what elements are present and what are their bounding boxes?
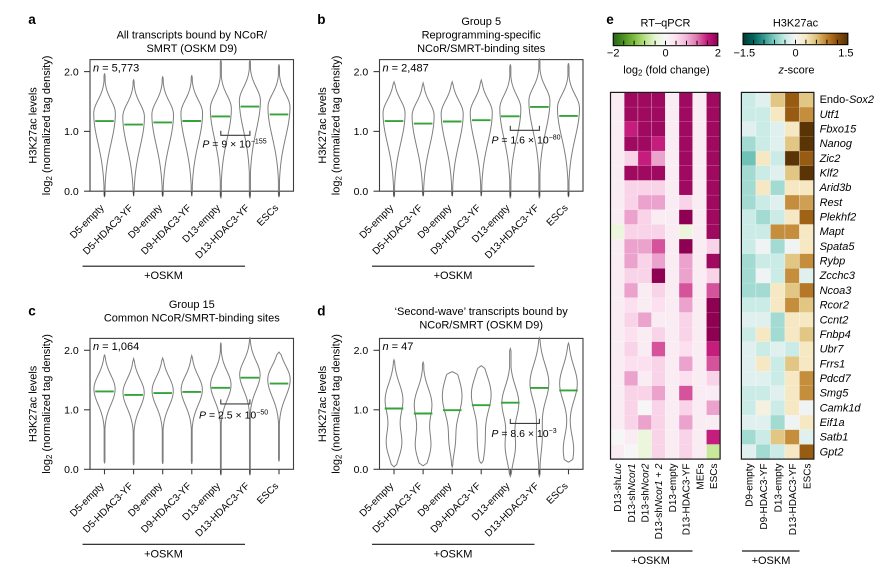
svg-text:Frrs1: Frrs1	[820, 358, 846, 370]
svg-text:c: c	[28, 303, 36, 318]
svg-text:D13-shNcor1: D13-shNcor1	[627, 464, 638, 523]
svg-text:Group 15: Group 15	[169, 299, 215, 311]
svg-text:D13-HDAC3-YF: D13-HDAC3-YF	[682, 464, 693, 536]
svg-text:b: b	[317, 12, 325, 27]
svg-text:H3K27ac levels: H3K27ac levels	[28, 87, 40, 164]
svg-text:H3K27ac levels: H3K27ac levels	[28, 365, 40, 442]
svg-text:n = 47: n = 47	[383, 341, 414, 353]
svg-text:0: 0	[792, 47, 798, 59]
svg-text:Camk1d: Camk1d	[820, 402, 862, 414]
svg-text:Plekhf2: Plekhf2	[820, 212, 857, 224]
svg-text:a: a	[28, 12, 36, 27]
svg-text:Group 5: Group 5	[461, 16, 501, 28]
svg-text:D9-HDAC3-YF: D9-HDAC3-YF	[759, 464, 770, 530]
svg-text:Gpt2: Gpt2	[820, 446, 844, 458]
svg-text:D13-HDAC3-YF: D13-HDAC3-YF	[788, 464, 799, 536]
svg-text:+OSKM: +OSKM	[752, 555, 791, 567]
svg-text:Satb1: Satb1	[820, 432, 849, 444]
svg-text:0.0: 0.0	[64, 464, 79, 476]
svg-text:NCoR/SMRT-binding sites: NCoR/SMRT-binding sites	[417, 43, 546, 55]
svg-text:Spata5: Spata5	[820, 241, 856, 253]
svg-text:Arid3b: Arid3b	[819, 182, 852, 194]
svg-text:n = 5,773: n = 5,773	[93, 62, 139, 74]
svg-text:2.0: 2.0	[354, 345, 369, 357]
svg-text:+OSKM: +OSKM	[144, 548, 183, 560]
svg-text:All transcripts bound by NCoR/: All transcripts bound by NCoR/	[117, 29, 268, 41]
svg-text:H3K27ac levels: H3K27ac levels	[317, 365, 329, 442]
svg-text:2: 2	[715, 47, 721, 59]
svg-text:log2 (normalized tag density): log2 (normalized tag density)	[331, 334, 344, 474]
svg-text:P = 8.6 × 10−3: P = 8.6 × 10−3	[491, 428, 556, 440]
svg-text:1.0: 1.0	[354, 126, 369, 138]
svg-text:+OSKM: +OSKM	[631, 555, 670, 567]
svg-text:P = 9 × 10−155: P = 9 × 10−155	[202, 139, 266, 151]
svg-text:Common NCoR/SMRT-binding sites: Common NCoR/SMRT-binding sites	[104, 313, 280, 325]
svg-text:Nanog: Nanog	[820, 138, 853, 150]
svg-text:log2 (normalized tag density): log2 (normalized tag density)	[41, 334, 54, 474]
svg-text:0.0: 0.0	[64, 186, 79, 198]
svg-text:1.0: 1.0	[64, 405, 79, 417]
svg-text:1.0: 1.0	[64, 126, 79, 138]
svg-text:ESCs: ESCs	[802, 464, 813, 490]
svg-text:Zic2: Zic2	[819, 153, 841, 165]
svg-text:Ncoa3: Ncoa3	[820, 285, 853, 297]
svg-text:+OSKM: +OSKM	[434, 270, 473, 282]
svg-text:0.0: 0.0	[354, 464, 369, 476]
svg-text:MEFs: MEFs	[695, 464, 706, 490]
svg-text:‘Second-wave’ transcripts boun: ‘Second-wave’ transcripts bound by	[395, 306, 569, 318]
svg-text:Fnbp4: Fnbp4	[820, 329, 851, 341]
svg-text:1.0: 1.0	[354, 405, 369, 417]
svg-text:Rybp: Rybp	[820, 256, 846, 268]
svg-text:2.0: 2.0	[64, 345, 79, 357]
svg-text:Eif1a: Eif1a	[820, 417, 845, 429]
svg-text:ESCs: ESCs	[709, 464, 720, 490]
svg-text:log2 (normalized tag density): log2 (normalized tag density)	[331, 56, 344, 196]
svg-text:2.0: 2.0	[64, 66, 79, 78]
svg-text:Reprogramming-specific: Reprogramming-specific	[422, 29, 542, 41]
svg-text:log2 (normalized tag density): log2 (normalized tag density)	[41, 56, 54, 196]
svg-text:−2: −2	[607, 47, 620, 59]
svg-text:0: 0	[662, 47, 668, 59]
svg-text:H3K27ac: H3K27ac	[773, 17, 819, 29]
svg-text:D13-shLuc: D13-shLuc	[613, 464, 624, 512]
svg-text:Ubr7: Ubr7	[820, 344, 845, 356]
svg-text:+OSKM: +OSKM	[144, 270, 183, 282]
svg-text:D9-empty: D9-empty	[744, 464, 755, 507]
svg-text:D13-empty: D13-empty	[773, 464, 784, 513]
svg-text:NCoR/SMRT (OSKM D9): NCoR/SMRT (OSKM D9)	[419, 319, 543, 331]
svg-text:z-score: z-score	[777, 64, 814, 76]
svg-text:SMRT (OSKM D9): SMRT (OSKM D9)	[146, 43, 237, 55]
svg-text:−1.5: −1.5	[733, 47, 755, 59]
svg-text:n = 1,064: n = 1,064	[93, 341, 139, 353]
svg-text:Rest: Rest	[820, 197, 844, 209]
svg-text:P = 2.5 × 10−50: P = 2.5 × 10−50	[199, 409, 268, 421]
svg-text:0.0: 0.0	[354, 186, 369, 198]
svg-text:Utf1: Utf1	[820, 109, 840, 121]
svg-text:Klf2: Klf2	[820, 168, 839, 180]
svg-text:D13-empty: D13-empty	[668, 464, 679, 513]
svg-text:Rcor2: Rcor2	[820, 300, 849, 312]
svg-text:RT–qPCR: RT–qPCR	[641, 17, 691, 29]
svg-text:Ccnt2: Ccnt2	[820, 314, 849, 326]
svg-text:H3K27ac levels: H3K27ac levels	[317, 87, 329, 164]
svg-text:Pdcd7: Pdcd7	[820, 373, 852, 385]
svg-text:e: e	[606, 12, 614, 27]
svg-text:n = 2,487: n = 2,487	[383, 62, 429, 74]
svg-text:log2 (fold change): log2 (fold change)	[623, 64, 709, 77]
svg-text:Mapt: Mapt	[820, 226, 845, 238]
svg-text:d: d	[317, 303, 325, 318]
svg-text:P = 1.6 × 10−80: P = 1.6 × 10−80	[491, 135, 560, 147]
svg-text:+OSKM: +OSKM	[434, 548, 473, 560]
svg-text:Smg5: Smg5	[820, 388, 850, 400]
svg-text:D13-shNcor2: D13-shNcor2	[641, 463, 652, 522]
svg-text:D13-shNcor1 + 2: D13-shNcor1 + 2	[654, 463, 665, 539]
svg-text:Fbxo15: Fbxo15	[820, 124, 858, 136]
svg-text:Zcchc3: Zcchc3	[819, 270, 856, 282]
svg-text:Endo-Sox2: Endo-Sox2	[820, 94, 874, 106]
svg-text:1.5: 1.5	[838, 47, 853, 59]
svg-text:2.0: 2.0	[354, 66, 369, 78]
